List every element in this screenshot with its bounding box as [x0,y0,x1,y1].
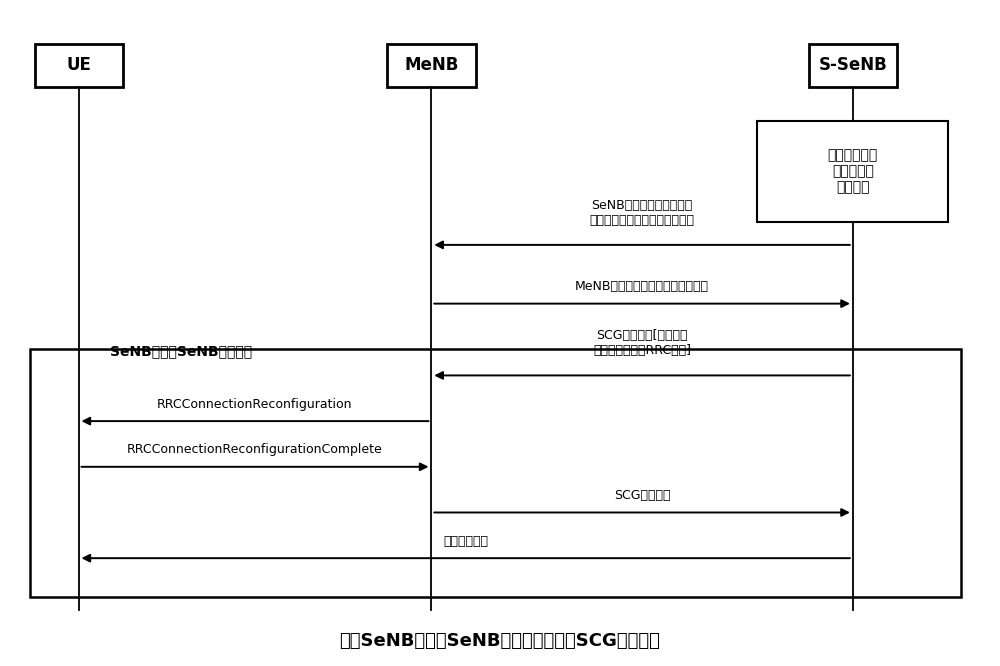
Text: S-SeNB: S-SeNB [818,57,887,75]
Text: RRCConnectionReconfiguration: RRCConnectionReconfiguration [157,398,353,411]
Text: SeNB发起的SeNB修改过程: SeNB发起的SeNB修改过程 [110,344,253,358]
Text: 使用SeNB发起的SeNB修改过程的特殊SCG小区改变: 使用SeNB发起的SeNB修改过程的特殊SCG小区改变 [340,632,660,650]
Text: 随机接入过程: 随机接入过程 [443,535,488,547]
Bar [30,349,961,597]
Text: MeNB: MeNB [404,57,459,75]
Bar [757,121,948,222]
Text: SeNB请求特殊小区改变，
并请求针对候选小区的测量信息: SeNB请求特殊小区改变， 并请求针对候选小区的测量信息 [590,198,695,226]
Bar [387,44,476,87]
Text: UE: UE [66,57,91,75]
Text: MeNB提供针对候选小区的测量信息: MeNB提供针对候选小区的测量信息 [575,280,709,293]
Bar [809,44,897,87]
Text: 决定改变特殊
小区，标识
候选小区: 决定改变特殊 小区，标识 候选小区 [828,149,878,194]
Text: SCG修改请求[用于指示
特殊小区改变的RRC容器]: SCG修改请求[用于指示 特殊小区改变的RRC容器] [593,329,691,357]
Text: RRCConnectionReconfigurationComplete: RRCConnectionReconfigurationComplete [127,444,383,456]
Text: SCG修改确认: SCG修改确认 [614,489,670,502]
Bar [35,44,123,87]
